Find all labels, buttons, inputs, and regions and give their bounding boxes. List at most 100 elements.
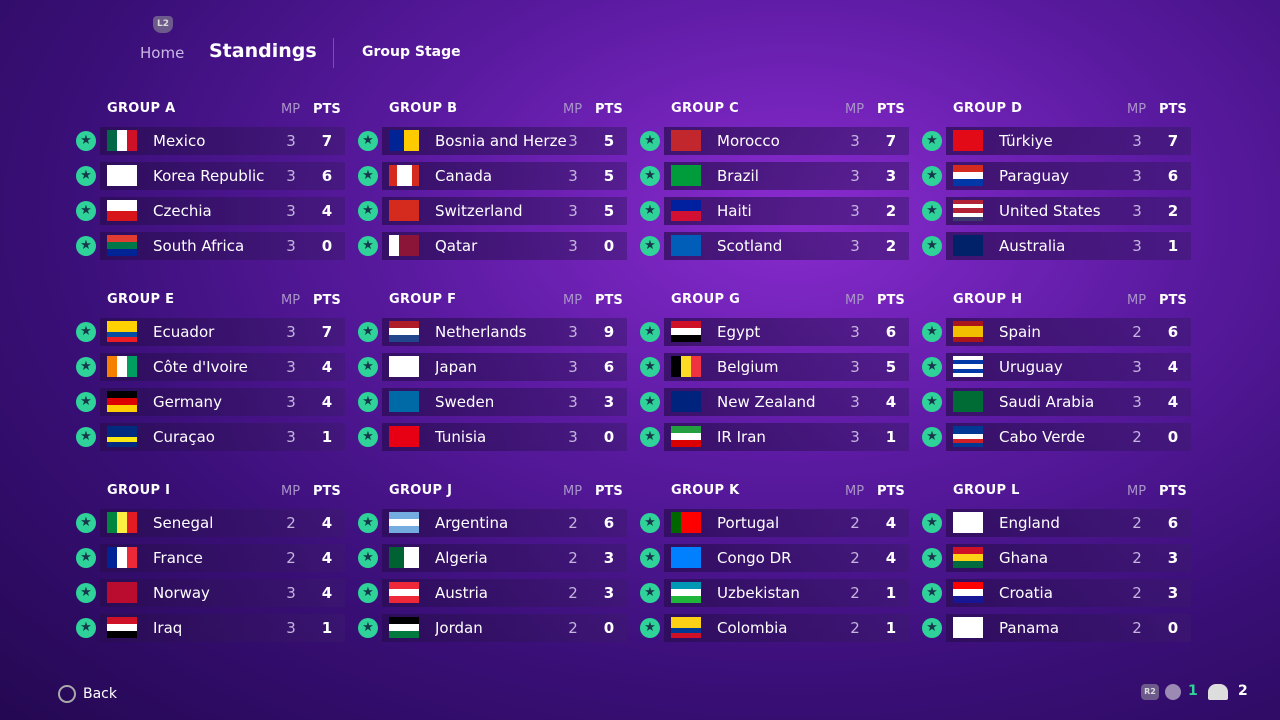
team-name: Congo DR	[717, 549, 792, 567]
home-tab[interactable]: Home	[140, 44, 185, 62]
row-background[interactable]	[664, 509, 909, 537]
flag-stripe	[389, 426, 419, 447]
row-background[interactable]	[382, 579, 627, 607]
row-background[interactable]	[382, 388, 627, 416]
row-background[interactable]	[664, 423, 909, 451]
points: 9	[603, 323, 615, 341]
flag-stripe	[953, 208, 983, 213]
row-background[interactable]	[382, 614, 627, 642]
flag-stripe	[107, 547, 117, 568]
row-background[interactable]	[382, 509, 627, 537]
group-name: GROUP J	[389, 483, 453, 498]
row-background[interactable]	[382, 232, 627, 260]
row-background[interactable]	[100, 197, 345, 225]
team-name: Sweden	[435, 393, 495, 411]
row-background[interactable]	[664, 127, 909, 155]
row-background[interactable]	[664, 614, 909, 642]
flag-stripe	[389, 589, 419, 596]
team-name: Cabo Verde	[999, 428, 1086, 446]
row-background[interactable]	[100, 614, 345, 642]
mp-header: MP	[1127, 484, 1147, 499]
qualified-star: ★	[640, 201, 660, 221]
row-background[interactable]	[664, 162, 909, 190]
row-background[interactable]	[664, 318, 909, 346]
row-background[interactable]	[100, 318, 345, 346]
flag-stripe	[389, 547, 404, 568]
flag-stripe	[389, 356, 419, 377]
flag-stripe	[409, 235, 419, 256]
flag	[953, 165, 983, 186]
row-background[interactable]	[946, 614, 1191, 642]
flag-stripe	[107, 624, 137, 631]
matches-played: 3	[568, 132, 578, 150]
matches-played: 3	[568, 358, 578, 376]
back-label[interactable]: Back	[83, 686, 117, 702]
mp-header: MP	[563, 102, 583, 117]
pts-header: PTS	[595, 484, 623, 499]
flag	[953, 617, 983, 638]
points: 5	[603, 167, 615, 185]
group-name: GROUP D	[953, 101, 1023, 116]
mp-header: MP	[1127, 102, 1147, 117]
flag	[671, 617, 701, 638]
row-background[interactable]	[382, 353, 627, 381]
row-background[interactable]	[382, 423, 627, 451]
row-background[interactable]	[664, 353, 909, 381]
flag	[953, 426, 983, 447]
flag	[107, 321, 137, 342]
flag-stripe	[389, 624, 419, 631]
row-background[interactable]	[664, 232, 909, 260]
matches-played: 3	[850, 167, 860, 185]
qualified-star: ★	[358, 618, 378, 638]
row-background[interactable]	[100, 579, 345, 607]
row-background[interactable]	[100, 162, 345, 190]
points: 0	[603, 428, 615, 446]
flag-stripe	[953, 547, 983, 554]
points: 0	[1167, 619, 1179, 637]
row-background[interactable]	[664, 388, 909, 416]
row-background[interactable]	[382, 544, 627, 572]
row-background[interactable]	[946, 318, 1191, 346]
row-background[interactable]	[100, 544, 345, 572]
qualified-star: ★	[640, 513, 660, 533]
row-background[interactable]	[946, 423, 1191, 451]
standings-tab[interactable]: Standings	[209, 40, 317, 62]
flag	[953, 582, 983, 603]
flag-stripe	[953, 331, 983, 337]
flag-stripe	[396, 165, 404, 186]
flag-stripe	[127, 512, 137, 533]
row-background[interactable]	[946, 197, 1191, 225]
flag	[389, 321, 419, 342]
flag	[671, 391, 701, 412]
flag	[671, 356, 701, 377]
row-background[interactable]	[664, 197, 909, 225]
row-background[interactable]	[100, 232, 345, 260]
row-background[interactable]	[100, 388, 345, 416]
row-background[interactable]	[664, 544, 909, 572]
row-background[interactable]	[946, 509, 1191, 537]
flag-stripe	[404, 547, 419, 568]
row-background[interactable]	[946, 579, 1191, 607]
points: 4	[885, 549, 897, 567]
matches-played: 3	[850, 393, 860, 411]
row-background[interactable]	[664, 579, 909, 607]
row-background[interactable]	[100, 423, 345, 451]
row-background[interactable]	[100, 509, 345, 537]
row-background[interactable]	[100, 127, 345, 155]
row-background[interactable]	[382, 162, 627, 190]
pts-header: PTS	[877, 484, 905, 499]
separator	[333, 38, 334, 68]
row-background[interactable]	[382, 318, 627, 346]
row-background[interactable]	[946, 162, 1191, 190]
row-background[interactable]	[382, 197, 627, 225]
row-background[interactable]	[382, 127, 627, 155]
team-name: Spain	[999, 323, 1041, 341]
row-background[interactable]	[946, 353, 1191, 381]
group-name: GROUP I	[107, 483, 171, 498]
row-background[interactable]	[946, 232, 1191, 260]
row-background[interactable]	[946, 388, 1191, 416]
row-background[interactable]	[946, 544, 1191, 572]
row-background[interactable]	[946, 127, 1191, 155]
qualified-star: ★	[358, 392, 378, 412]
row-background[interactable]	[100, 353, 345, 381]
